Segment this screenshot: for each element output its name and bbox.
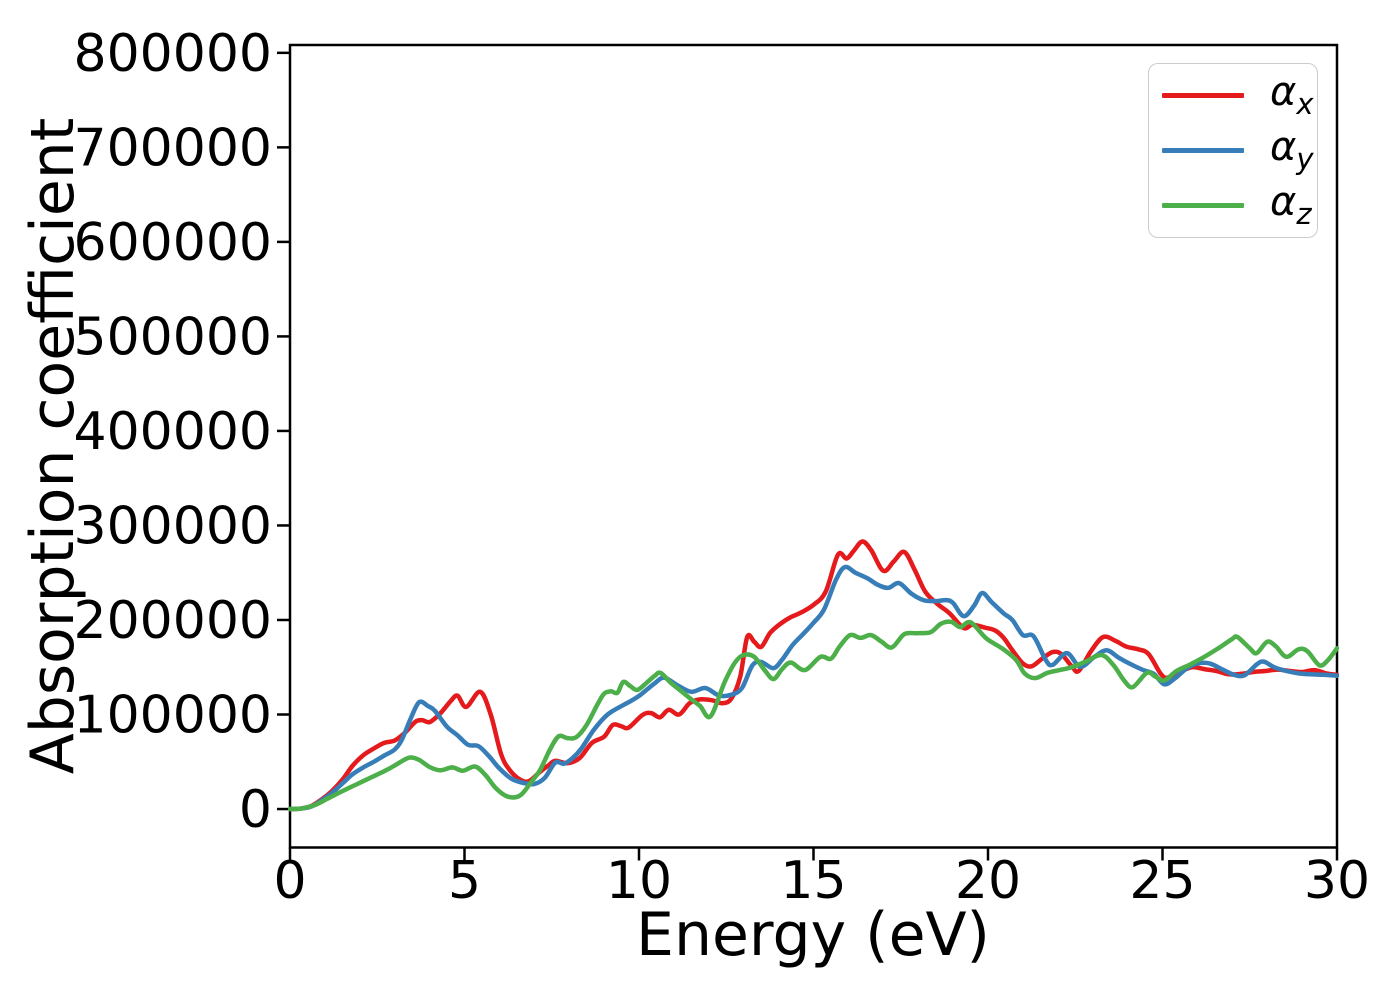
x-axis-ticks: 0 5 10 15 20 25 30 xyxy=(273,847,1370,911)
x-tick-label: 5 xyxy=(448,851,481,911)
x-tick-label: 25 xyxy=(1129,851,1195,911)
x-tick-label: 0 xyxy=(273,851,306,911)
legend-box: αx αy αz xyxy=(1148,63,1318,238)
legend-entry-alpha-z: αz xyxy=(1149,182,1317,229)
series-line-alpha_z xyxy=(288,619,1339,812)
x-tick-label: 15 xyxy=(780,851,846,911)
y-axis-label: Absorption coefficient xyxy=(18,118,88,775)
legend-label-alpha-x: αx xyxy=(1270,69,1314,121)
legend-entry-alpha-y: αy xyxy=(1149,127,1317,174)
y-tick-label: 0 xyxy=(239,780,272,840)
x-tick-label: 10 xyxy=(606,851,672,911)
y-tick-label: 500000 xyxy=(73,307,272,367)
y-tick-label: 200000 xyxy=(73,591,272,651)
y-tick-label: 700000 xyxy=(73,118,272,178)
y-tick-label: 600000 xyxy=(73,213,272,273)
y-tick-label: 400000 xyxy=(73,402,272,462)
series-line-alpha_x xyxy=(288,539,1339,812)
y-tick-label: 800000 xyxy=(73,24,272,84)
x-tick-label: 30 xyxy=(1304,851,1370,911)
y-axis-ticks: 0 100000 200000 300000 400000 500000 600000 700… xyxy=(73,24,290,840)
series-lines xyxy=(288,539,1339,812)
legend-line-sample-green xyxy=(1162,203,1244,208)
x-tick-label: 20 xyxy=(955,851,1021,911)
legend-label-alpha-z: αz xyxy=(1270,179,1312,231)
legend-line-sample-red xyxy=(1162,93,1244,98)
legend-entry-alpha-x: αx xyxy=(1149,72,1317,119)
y-tick-label: 300000 xyxy=(73,496,272,556)
legend-label-alpha-y: αy xyxy=(1270,124,1314,176)
x-axis-label: Energy (eV) xyxy=(636,900,990,970)
y-tick-label: 100000 xyxy=(73,686,272,746)
legend-line-sample-blue xyxy=(1162,148,1244,153)
